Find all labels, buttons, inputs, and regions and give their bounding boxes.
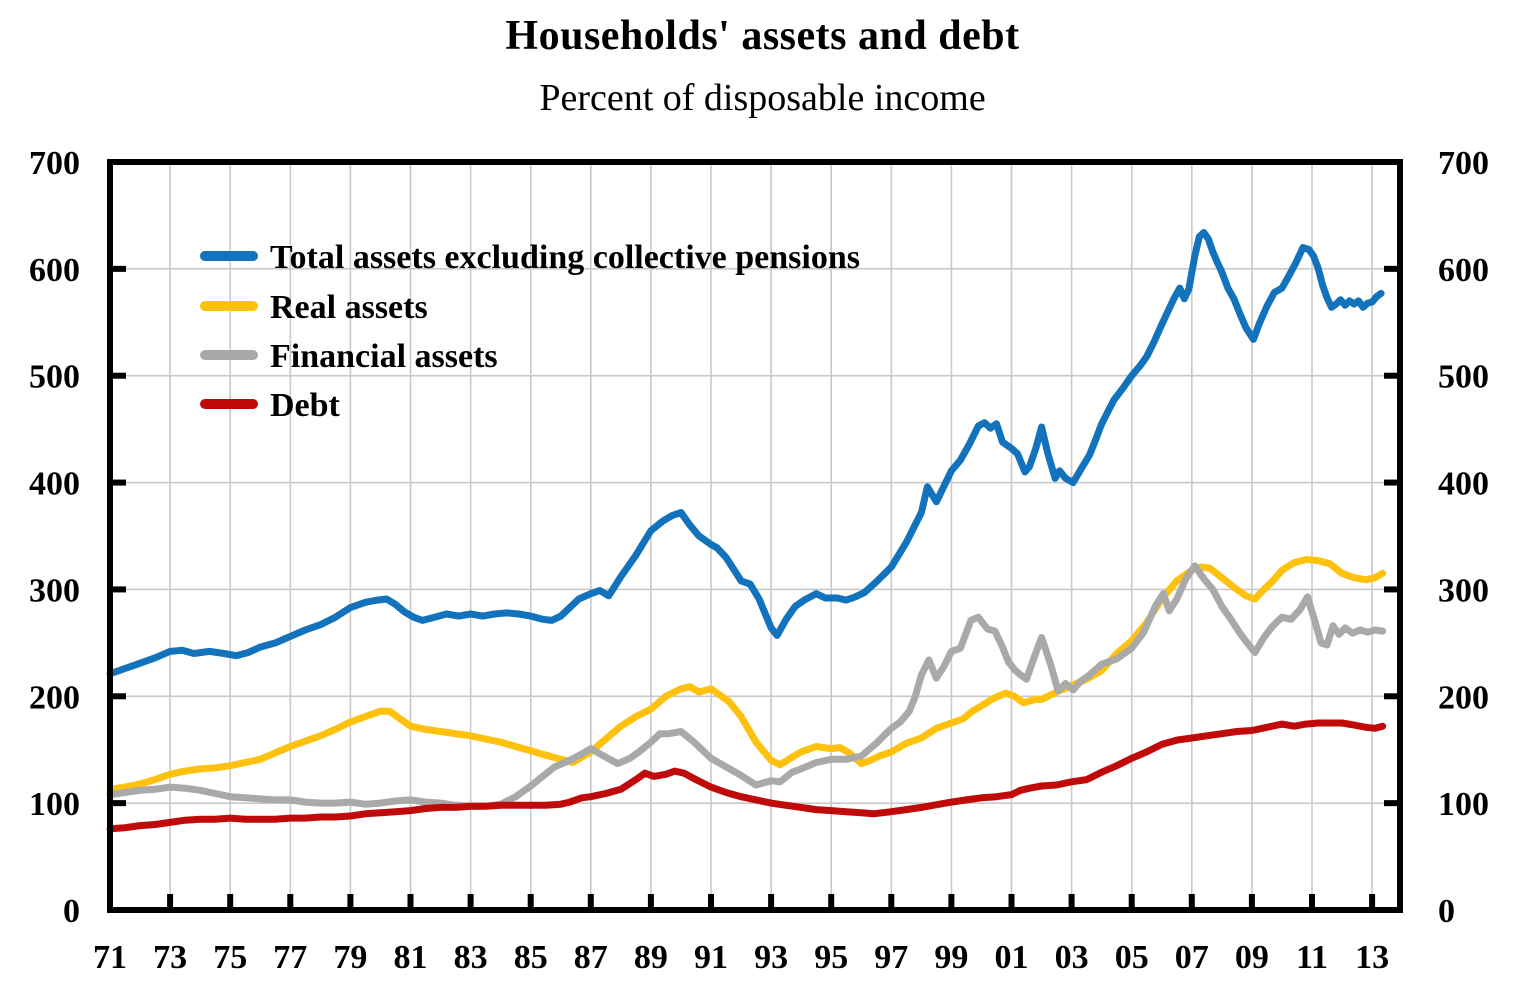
y-axis-label-right: 500	[1438, 359, 1489, 396]
x-axis-label: 75	[213, 939, 247, 976]
x-axis-label: 11	[1296, 939, 1328, 976]
y-axis-label-left: 600	[29, 252, 80, 289]
y-axis-label-right: 100	[1438, 786, 1489, 823]
plot-border	[107, 159, 1403, 913]
legend-label-debt: Debt	[270, 387, 341, 424]
series-line-debt	[106, 719, 1387, 833]
legend-label-total_assets: Total assets excluding collective pensio…	[270, 239, 860, 276]
x-axis-label: 01	[995, 939, 1029, 976]
x-axis-label: 87	[574, 939, 608, 976]
y-axis-label-left: 300	[29, 572, 80, 609]
x-axis-label: 81	[394, 939, 428, 976]
x-axis-label: 85	[514, 939, 548, 976]
y-axis-label-right: 200	[1438, 679, 1489, 716]
x-axis-label: 83	[454, 939, 488, 976]
y-axis-label-left: 100	[29, 786, 80, 823]
y-axis-label-left: 700	[29, 145, 80, 182]
y-axis-label-right: 400	[1438, 466, 1489, 503]
x-axis-label: 77	[273, 939, 307, 976]
y-axis-label-left: 200	[29, 679, 80, 716]
x-axis-label: 71	[93, 939, 127, 976]
x-axis-label: 95	[814, 939, 848, 976]
x-axis-label: 13	[1355, 939, 1389, 976]
chart-subtitle: Percent of disposable income	[539, 77, 986, 119]
legend-label-real_assets: Real assets	[270, 289, 428, 326]
series-line-total_assets	[106, 229, 1385, 678]
y-axis-label-right: 300	[1438, 572, 1489, 609]
x-axis-label: 73	[153, 939, 187, 976]
series-line-financial_assets	[106, 562, 1387, 810]
y-axis-label-right: 600	[1438, 252, 1489, 289]
y-axis-label-left: 0	[63, 893, 80, 930]
series-line-real_assets	[106, 556, 1387, 793]
y-axis-label-right: 700	[1438, 145, 1489, 182]
y-axis-label-left: 400	[29, 466, 80, 503]
x-axis-label: 79	[333, 939, 367, 976]
chart-title: Households' assets and debt	[505, 13, 1020, 59]
x-axis-label: 89	[634, 939, 668, 976]
x-axis-label: 09	[1235, 939, 1269, 976]
legend-label-financial_assets: Financial assets	[270, 338, 498, 375]
x-axis-label: 03	[1055, 939, 1089, 976]
x-axis-label: 97	[874, 939, 908, 976]
x-axis-label: 93	[754, 939, 788, 976]
x-axis-label: 91	[694, 939, 728, 976]
y-axis-label-right: 0	[1438, 893, 1455, 930]
x-axis-label: 99	[934, 939, 968, 976]
x-axis-label: 07	[1175, 939, 1209, 976]
x-axis-label: 05	[1115, 939, 1149, 976]
y-axis-label-left: 500	[29, 359, 80, 396]
